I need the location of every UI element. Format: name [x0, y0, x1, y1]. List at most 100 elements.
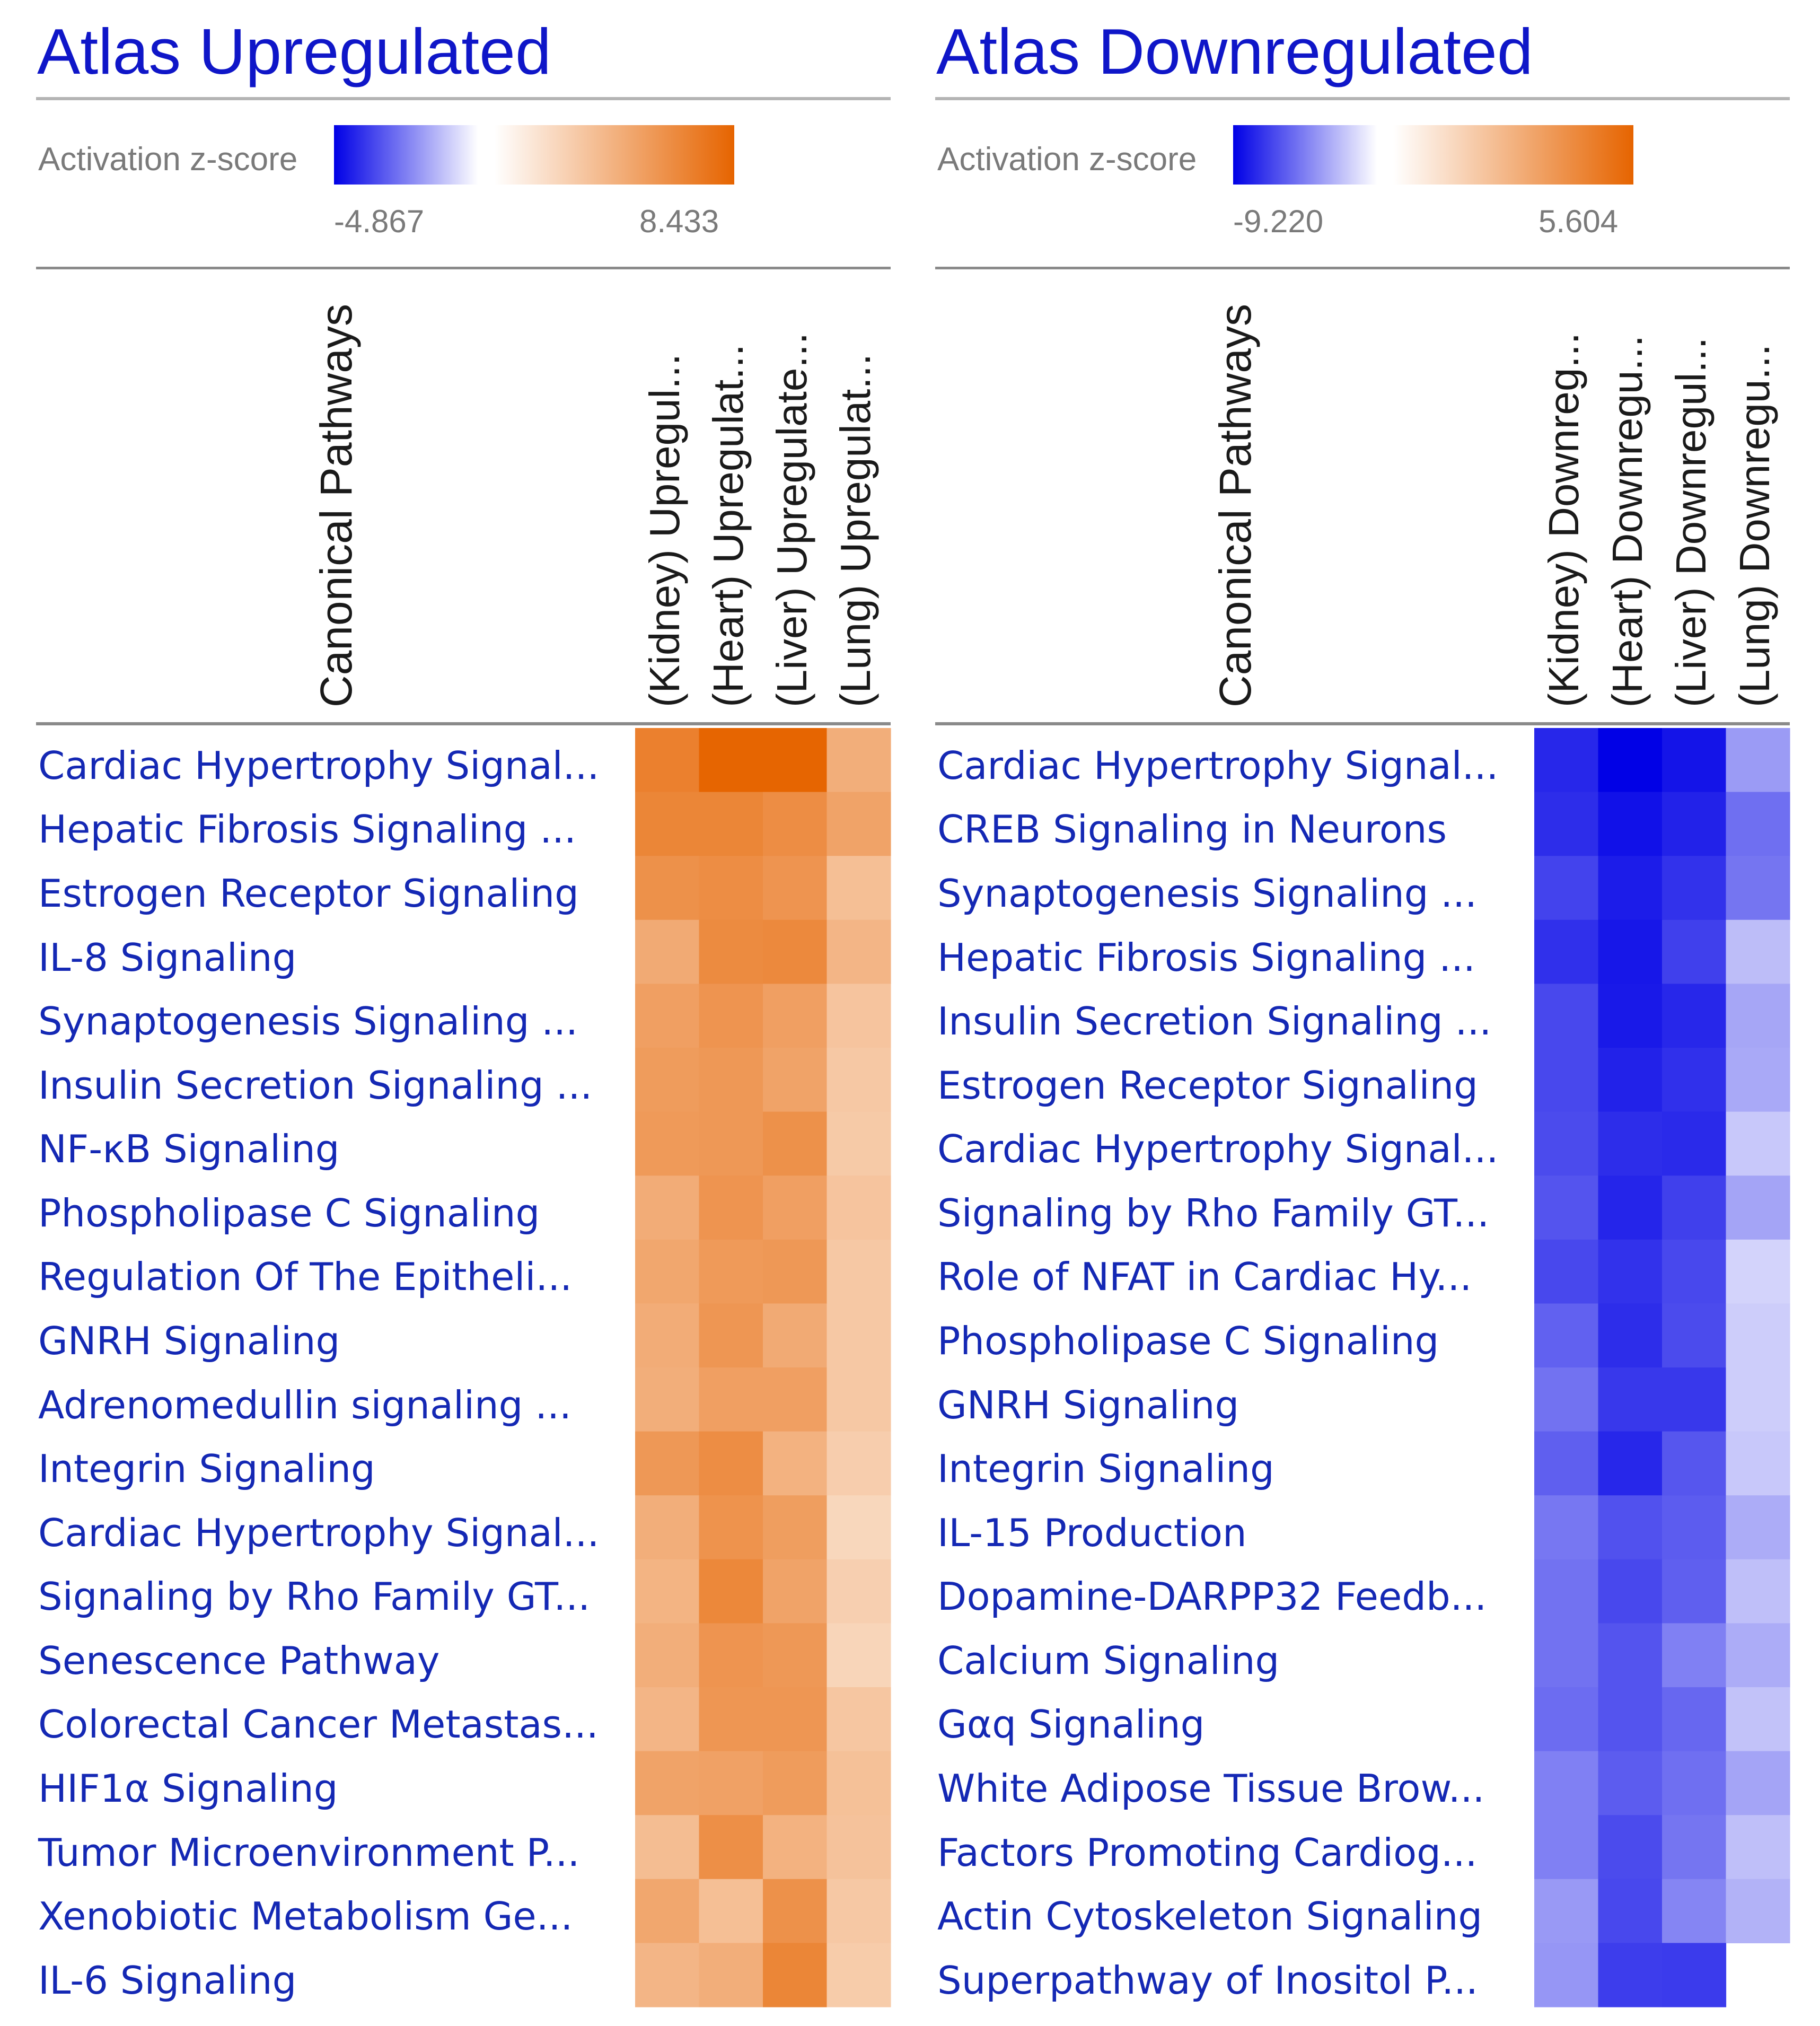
- heatmap-cell: [763, 1623, 828, 1688]
- legend-gradient-bar: [334, 125, 734, 185]
- heatmap-cell: [699, 1367, 763, 1432]
- heatmap-cell: [1598, 728, 1663, 793]
- legend-divider: [36, 267, 891, 269]
- row-label: Hepatic Fibrosis Signaling ...: [38, 807, 576, 852]
- heatmap-cell: [699, 1879, 763, 1943]
- heatmap-cell: [1726, 1623, 1790, 1688]
- heatmap-cell: [1662, 1559, 1727, 1624]
- heatmap-cell: [1662, 1623, 1727, 1688]
- heatmap-cell: [827, 856, 891, 920]
- legend-max-label: 8.433: [639, 204, 719, 239]
- panel-title: Atlas Upregulated: [37, 15, 551, 87]
- row-label: Superpathway of Inositol P...: [937, 1958, 1478, 2003]
- heatmap-cell: [635, 1367, 700, 1432]
- heatmap-cell: [1534, 1176, 1599, 1240]
- row-label: IL-15 Production: [937, 1511, 1247, 1555]
- heatmap-cell: [763, 1687, 828, 1752]
- heatmap-cell: [1598, 1559, 1663, 1624]
- heatmap-cell: [1598, 1815, 1663, 1880]
- heatmap-cell: [699, 1111, 763, 1176]
- heatmap-cell: [1662, 919, 1727, 984]
- heatmap-cell: [1662, 1495, 1727, 1560]
- heatmap-cell: [699, 1239, 763, 1304]
- heatmap-cell: [763, 1048, 828, 1112]
- heatmap-cell: [763, 1303, 828, 1368]
- heatmap-cell: [699, 1943, 763, 2007]
- heatmap-cell: [1662, 1176, 1727, 1240]
- heatmap-cell: [1726, 1879, 1790, 1943]
- heatmap-cell: [1726, 1239, 1790, 1304]
- heatmap-cell: [699, 1559, 763, 1624]
- header-divider: [36, 722, 891, 725]
- heatmap-cell: [1726, 1559, 1790, 1624]
- heatmap-cell: [763, 919, 828, 984]
- title-divider: [36, 97, 891, 100]
- heatmap-cell: [1598, 1687, 1663, 1752]
- heatmap-cell: [827, 1303, 891, 1368]
- heatmap-cell: [1726, 1815, 1790, 1880]
- heatmap-cell: [1598, 1879, 1663, 1943]
- heatmap-cell: [827, 1623, 891, 1688]
- heatmap-cell: [827, 1943, 891, 2007]
- heatmap-cell: [1726, 1111, 1790, 1176]
- heatmap-cell: [827, 1879, 891, 1943]
- heatmap-cell: [1598, 1943, 1663, 2007]
- heatmap-grid: [635, 728, 891, 2007]
- heatmap-cell: [635, 1495, 700, 1560]
- heatmap-cell: [635, 1687, 700, 1752]
- heatmap-cell: [699, 728, 763, 793]
- heatmap-cell: [1662, 792, 1727, 856]
- heatmap-cell: [1662, 1111, 1727, 1176]
- heatmap-cell: [699, 1431, 763, 1496]
- heatmap-cell: [763, 1559, 828, 1624]
- row-label: GNRH Signaling: [937, 1383, 1239, 1427]
- heatmap-cell: [1534, 984, 1599, 1048]
- heatmap-cell: [699, 1495, 763, 1560]
- heatmap-cell: [1598, 919, 1663, 984]
- heatmap-cell: [1726, 1687, 1790, 1752]
- heatmap-cell: [1726, 1431, 1790, 1496]
- row-label: Gαq Signaling: [937, 1702, 1205, 1747]
- legend-max-label: 5.604: [1538, 204, 1619, 239]
- row-label: Actin Cytoskeleton Signaling: [937, 1894, 1483, 1939]
- heatmap-cell: [1726, 1751, 1790, 1815]
- heatmap-cell: [1598, 1111, 1663, 1176]
- heatmap-cell: [1662, 1751, 1727, 1815]
- heatmap-cell: [1726, 728, 1790, 793]
- heatmap-cell: [827, 919, 891, 984]
- heatmap-cell: [1534, 1495, 1599, 1560]
- heatmap-cell: [1534, 1367, 1599, 1432]
- heatmap-cell: [699, 1303, 763, 1368]
- row-label: Estrogen Receptor Signaling: [937, 1063, 1478, 1108]
- heatmap-cell: [1534, 792, 1599, 856]
- legend-label: Activation z-score: [937, 141, 1197, 178]
- heatmap-cell: [1534, 1111, 1599, 1176]
- heatmap-cell: [763, 1111, 828, 1176]
- heatmap-cell: [1726, 984, 1790, 1048]
- row-label: Estrogen Receptor Signaling: [38, 871, 579, 916]
- heatmap-cell: [1662, 984, 1727, 1048]
- heatmap-cell: [635, 1111, 700, 1176]
- row-label: Cardiac Hypertrophy Signal...: [38, 743, 600, 788]
- heatmap-cell: [699, 856, 763, 920]
- heatmap-grid: [1534, 728, 1790, 2007]
- heatmap-cell: [635, 1176, 700, 1240]
- heatmap-cell: [1598, 1367, 1663, 1432]
- legend-divider: [935, 267, 1790, 269]
- heatmap-cell: [1598, 1176, 1663, 1240]
- heatmap-cell: [1726, 1495, 1790, 1560]
- heatmap-cell: [827, 1111, 891, 1176]
- row-label: Dopamine-DARPP32 Feedb...: [937, 1574, 1487, 1619]
- row-label: Integrin Signaling: [937, 1446, 1274, 1491]
- legend-min-label: -4.867: [334, 204, 425, 239]
- heatmap-cell: [763, 1495, 828, 1560]
- heatmap-cell: [1726, 919, 1790, 984]
- panel-title: Atlas Downregulated: [936, 15, 1533, 87]
- row-label: GNRH Signaling: [38, 1319, 340, 1363]
- heatmap-cell: [763, 1943, 828, 2007]
- heatmap-cell: [827, 1367, 891, 1432]
- heatmap-cell: [827, 1687, 891, 1752]
- heatmap-cell: [1662, 1239, 1727, 1304]
- heatmap-cell: [1534, 856, 1599, 920]
- heatmap-cell: [1534, 1879, 1599, 1943]
